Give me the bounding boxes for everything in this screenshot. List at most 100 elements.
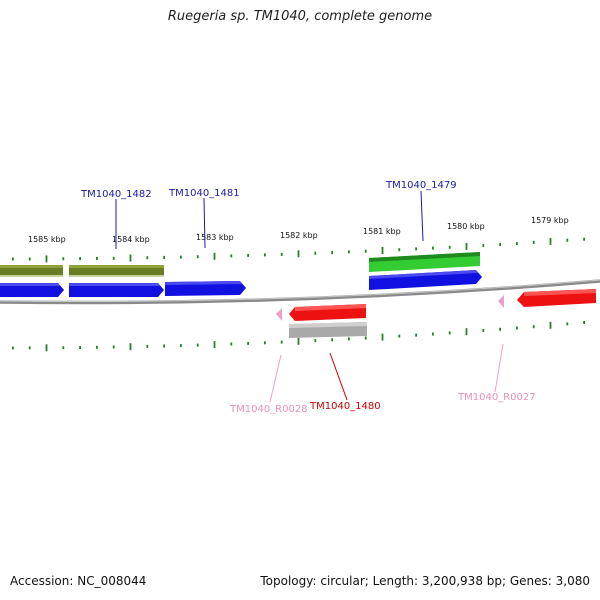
feature-tm1040-1480[interactable] — [289, 304, 366, 321]
scale-tick — [264, 341, 266, 345]
scale-tick — [146, 344, 149, 348]
scale-label-1585: 1585 kbp — [28, 235, 66, 244]
scale-tick — [62, 257, 65, 261]
scale-tick — [28, 257, 31, 261]
scale-tick — [448, 331, 451, 335]
scale-label-1581: 1581 kbp — [363, 227, 401, 236]
scale-tick — [432, 332, 434, 336]
scale-label-1583: 1583 kbp — [196, 233, 234, 242]
accession-text: Accession: NC_008044 — [10, 574, 147, 588]
leader-1481 — [203, 197, 206, 249]
scale-tick — [331, 251, 333, 255]
scale-tick — [398, 334, 401, 338]
scale-tick — [163, 344, 165, 348]
label-tm1040-1481: TM1040_1481 — [168, 188, 240, 199]
scale-tick — [213, 252, 216, 260]
feature-tm1040-r0028[interactable] — [276, 308, 282, 321]
scale-tick — [129, 343, 132, 351]
scale-tick — [280, 340, 283, 344]
leader-r0028 — [269, 354, 282, 403]
scale-label-1584: 1584 kbp — [112, 235, 150, 244]
scale-tick — [348, 337, 350, 341]
scale-tick — [583, 321, 585, 324]
scale-tick — [432, 246, 434, 250]
scale-tick — [112, 256, 115, 260]
feature-olive-1[interactable] — [0, 265, 63, 277]
scale-tick — [62, 346, 65, 350]
scale-tick — [247, 341, 249, 345]
scale-label-1582: 1582 kbp — [280, 231, 318, 240]
scale-tick — [499, 327, 501, 331]
scale-tick — [331, 338, 333, 342]
scale-tick — [381, 333, 384, 341]
genome-summary-text: Topology: circular; Length: 3,200,938 bp… — [260, 574, 590, 588]
scale-tick — [247, 253, 249, 257]
scale-ticks-top — [12, 237, 585, 263]
feature-blue-1[interactable] — [0, 283, 64, 297]
label-tm1040-1480: TM1040_1480 — [309, 401, 381, 412]
scale-tick — [448, 245, 451, 249]
scale-tick — [465, 242, 468, 250]
feature-tm1040-1481[interactable] — [165, 281, 246, 296]
feature-tm1040-1479[interactable] — [369, 270, 482, 290]
label-tm1040-r0028: TM1040_R0028 — [229, 404, 308, 415]
scale-tick — [566, 322, 569, 326]
scale-tick — [180, 344, 182, 348]
scale-tick — [482, 243, 485, 247]
scale-tick — [381, 247, 384, 254]
scale-tick — [280, 252, 283, 256]
feature-tm1040-r0027[interactable] — [498, 295, 504, 308]
scale-tick — [532, 240, 535, 244]
scale-tick — [415, 247, 417, 251]
scale-tick — [549, 321, 552, 329]
scale-tick — [96, 257, 98, 260]
scale-tick — [146, 256, 149, 260]
scale-tick — [364, 249, 367, 253]
scale-tick — [196, 255, 199, 259]
scale-tick — [12, 257, 14, 261]
leader-1479 — [420, 190, 424, 242]
scale-tick — [398, 248, 401, 252]
scale-tick — [45, 255, 48, 263]
scale-label-1579: 1579 kbp — [531, 216, 569, 225]
leader-r0027 — [494, 343, 504, 393]
scale-tick — [28, 346, 31, 350]
scale-tick — [364, 336, 367, 340]
scale-tick — [532, 325, 535, 329]
scale-tick — [213, 341, 216, 349]
scale-tick — [297, 337, 300, 345]
figure-title: Ruegeria sp. TM1040, complete genome — [167, 9, 433, 24]
scale-tick — [45, 344, 48, 352]
scale-ticks-bottom — [12, 321, 585, 352]
label-tm1040-r0027: TM1040_R0027 — [457, 392, 536, 403]
feature-olive-2[interactable] — [69, 265, 164, 277]
feature-gray[interactable] — [289, 322, 367, 338]
scale-tick — [566, 238, 569, 242]
scale-tick — [415, 333, 417, 337]
scale-tick — [499, 243, 501, 246]
feature-tm1040-1482[interactable] — [69, 283, 164, 297]
scale-tick — [79, 346, 81, 349]
genome-backbone — [0, 279, 600, 305]
scale-tick — [12, 346, 14, 350]
scale-tick — [482, 329, 485, 332]
scale-tick — [264, 253, 266, 257]
scale-tick — [516, 326, 518, 330]
scale-tick — [79, 257, 81, 261]
scale-tick — [230, 254, 233, 258]
scale-label-1580: 1580 kbp — [447, 222, 485, 231]
scale-tick — [465, 328, 468, 336]
feature-green[interactable] — [369, 252, 480, 272]
scale-tick — [196, 343, 199, 347]
feature-red-right[interactable] — [517, 289, 596, 307]
leader-1480 — [329, 352, 348, 401]
label-tm1040-1479: TM1040_1479 — [385, 180, 457, 191]
scale-tick — [297, 250, 300, 258]
scale-tick — [314, 339, 317, 343]
scale-tick — [348, 250, 350, 254]
scale-tick — [163, 255, 165, 259]
scale-tick — [96, 345, 98, 349]
scale-tick — [516, 242, 518, 245]
scale-tick — [112, 345, 115, 349]
